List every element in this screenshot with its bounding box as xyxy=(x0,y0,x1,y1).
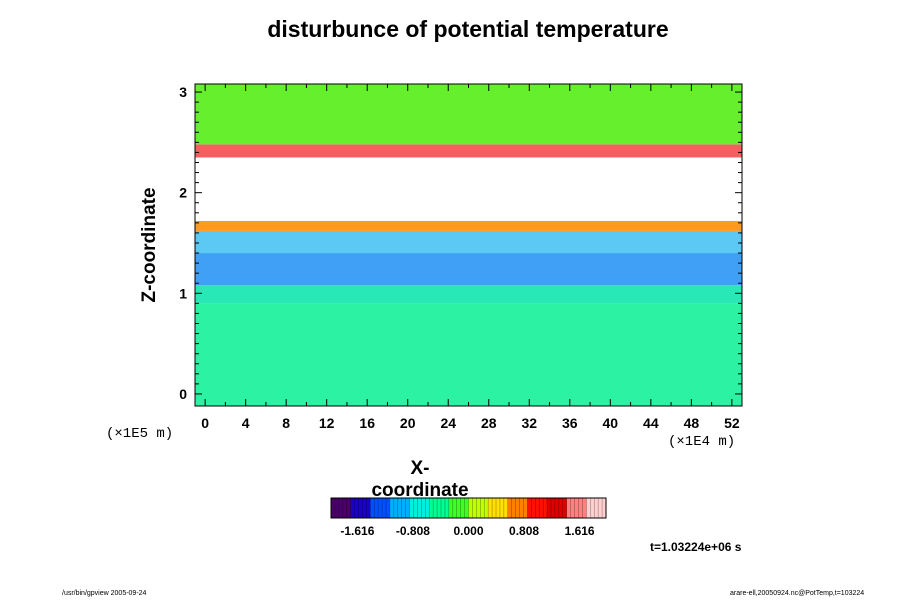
field-band xyxy=(195,220,742,231)
colorbar-segment xyxy=(566,498,587,518)
y-axis-label: Z-coordinate xyxy=(139,187,160,303)
footer-right: arare-ell,20050924.nc@PotTemp,t=103224 xyxy=(730,590,865,597)
colorbar-label: -1.616 xyxy=(340,524,374,538)
x-tick-label: 36 xyxy=(562,415,578,431)
y-scale-label: (×1E5 m) xyxy=(106,426,174,442)
colorbar-segment xyxy=(488,498,509,518)
field-band xyxy=(195,230,742,254)
x-tick-label: 8 xyxy=(282,415,290,431)
colorbar-segment xyxy=(429,498,450,518)
colorbar-segment xyxy=(331,498,352,518)
field-band xyxy=(195,157,742,221)
colorbar-segment xyxy=(409,498,430,518)
colorbar-frame xyxy=(330,497,607,519)
colorbar-segment xyxy=(389,498,411,518)
x-tick-label: 44 xyxy=(643,415,659,431)
colorbar-label: 1.616 xyxy=(565,524,595,538)
field-band xyxy=(195,84,742,145)
colorbar-label: 0.000 xyxy=(453,524,483,538)
colorbar-label: -0.808 xyxy=(396,524,430,538)
x-tick-label: 24 xyxy=(440,415,456,431)
colorbar-segment xyxy=(350,498,371,518)
colorbar-segment xyxy=(448,498,469,518)
colorbar-label: 0.808 xyxy=(509,524,539,538)
colorbar-segment xyxy=(586,498,607,518)
x-tick-label: 4 xyxy=(242,415,250,431)
field-band xyxy=(195,144,742,158)
field-band xyxy=(195,303,742,406)
x-tick-label: 20 xyxy=(400,415,416,431)
chart-title: disturbunce of potential temperature xyxy=(267,16,669,42)
y-tick-label: 1 xyxy=(179,285,187,301)
x-tick-label: 0 xyxy=(201,415,209,431)
time-label: t=1.03224e+06 s xyxy=(650,540,742,554)
y-tick-label: 2 xyxy=(179,185,187,201)
x-tick-label: 40 xyxy=(603,415,619,431)
colorbar-segment xyxy=(527,498,548,518)
x-tick-label: 48 xyxy=(684,415,700,431)
x-scale-label: (×1E4 m) xyxy=(668,434,736,450)
field-band xyxy=(195,285,742,304)
field-band xyxy=(195,253,742,286)
footer-left: /usr/bin/gpview 2005-09-24 xyxy=(62,590,147,597)
colorbar-segment xyxy=(468,498,489,518)
y-tick-label: 3 xyxy=(179,84,187,100)
x-tick-label: 32 xyxy=(521,415,537,431)
field-layer xyxy=(195,84,742,406)
x-axis-label: X-coordinate xyxy=(371,458,469,501)
colorbar-segment xyxy=(370,498,391,518)
colorbar-segment xyxy=(507,498,528,518)
y-tick-label: 0 xyxy=(179,386,187,402)
colorbar-segment xyxy=(547,498,568,518)
colorbar: -1.616 -0.808 0.000 0.808 1.616 xyxy=(330,497,607,538)
x-tick-label: 52 xyxy=(724,415,740,431)
x-tick-label: 12 xyxy=(319,415,335,431)
y-ticks: 0 1 2 3 xyxy=(179,84,742,402)
x-tick-label: 16 xyxy=(359,415,375,431)
x-ticks: 0 4 8 12 16 20 24 28 32 36 40 44 48 52 xyxy=(201,84,740,431)
x-tick-label: 28 xyxy=(481,415,497,431)
